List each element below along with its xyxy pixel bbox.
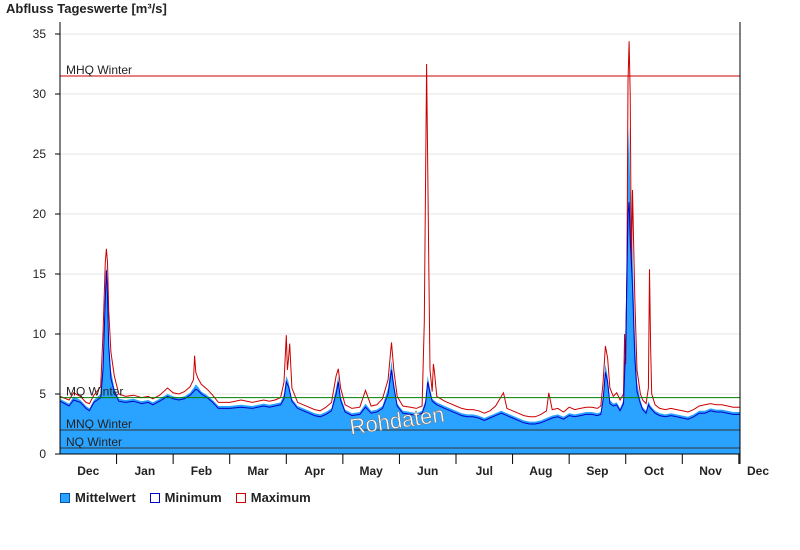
axes: 0 5 10 15 20 25 30 35 Dec Jan Feb Mar Apr May Jun Jul Au… (33, 22, 769, 478)
y-tick-label: 20 (33, 207, 47, 221)
y-tick-label: 5 (39, 387, 46, 401)
legend-swatch-min (149, 492, 160, 503)
x-tick-label: Apr (304, 464, 325, 478)
x-tick-label: Sep (586, 464, 608, 478)
legend-swatch-max (235, 492, 246, 503)
legend-item-max: Maximum (235, 490, 311, 505)
reference-line-label: MQ Winter (66, 385, 123, 399)
x-tick-label: Jul (476, 464, 493, 478)
reference-line-label: NQ Winter (66, 435, 122, 449)
x-tick-label: Feb (191, 464, 212, 478)
legend-swatch-mean (60, 492, 70, 503)
mean-area (60, 126, 740, 455)
x-tick-label: Jan (135, 464, 156, 478)
legend: Mittelwert Minimum Maximum (60, 490, 311, 505)
x-tick-label: Aug (529, 464, 552, 478)
chart-area: MHQ Winter MQ Winter MNQ Winter NQ Winter 0… (33, 22, 769, 478)
x-tick-label: Dec (747, 464, 769, 478)
y-tick-label: 10 (33, 327, 47, 341)
x-tick-label: Dec (77, 464, 99, 478)
legend-item-min: Minimum (149, 490, 222, 505)
reference-line-label: MHQ Winter (66, 63, 132, 77)
x-tick-label: Jun (417, 464, 438, 478)
x-tick-label: Nov (699, 464, 722, 478)
legend-item-mean: Mittelwert (60, 490, 136, 505)
legend-label-min: Minimum (164, 490, 222, 505)
y-tick-label: 25 (33, 147, 47, 161)
legend-label-max: Maximum (250, 490, 311, 505)
legend-label-mean: Mittelwert (75, 490, 136, 505)
reference-line-label: MNQ Winter (66, 417, 132, 431)
maximum-line (59, 41, 740, 418)
y-tick-label: 30 (33, 87, 47, 101)
reference-lines: MHQ Winter MQ Winter MNQ Winter NQ Winter (60, 63, 740, 449)
x-tick-label: Oct (644, 464, 664, 478)
y-tick-label: 35 (33, 27, 47, 41)
minimum-line (59, 201, 740, 425)
mean-area-fill (60, 126, 740, 455)
y-tick-label: 15 (33, 267, 47, 281)
x-tick-label: May (359, 464, 383, 478)
x-tick-label: Mar (247, 464, 269, 478)
y-tick-label: 0 (39, 447, 46, 461)
chart-title: Abfluss Tageswerte [m³/s] (6, 1, 167, 16)
grid (60, 33, 740, 395)
series-lines (59, 41, 740, 425)
